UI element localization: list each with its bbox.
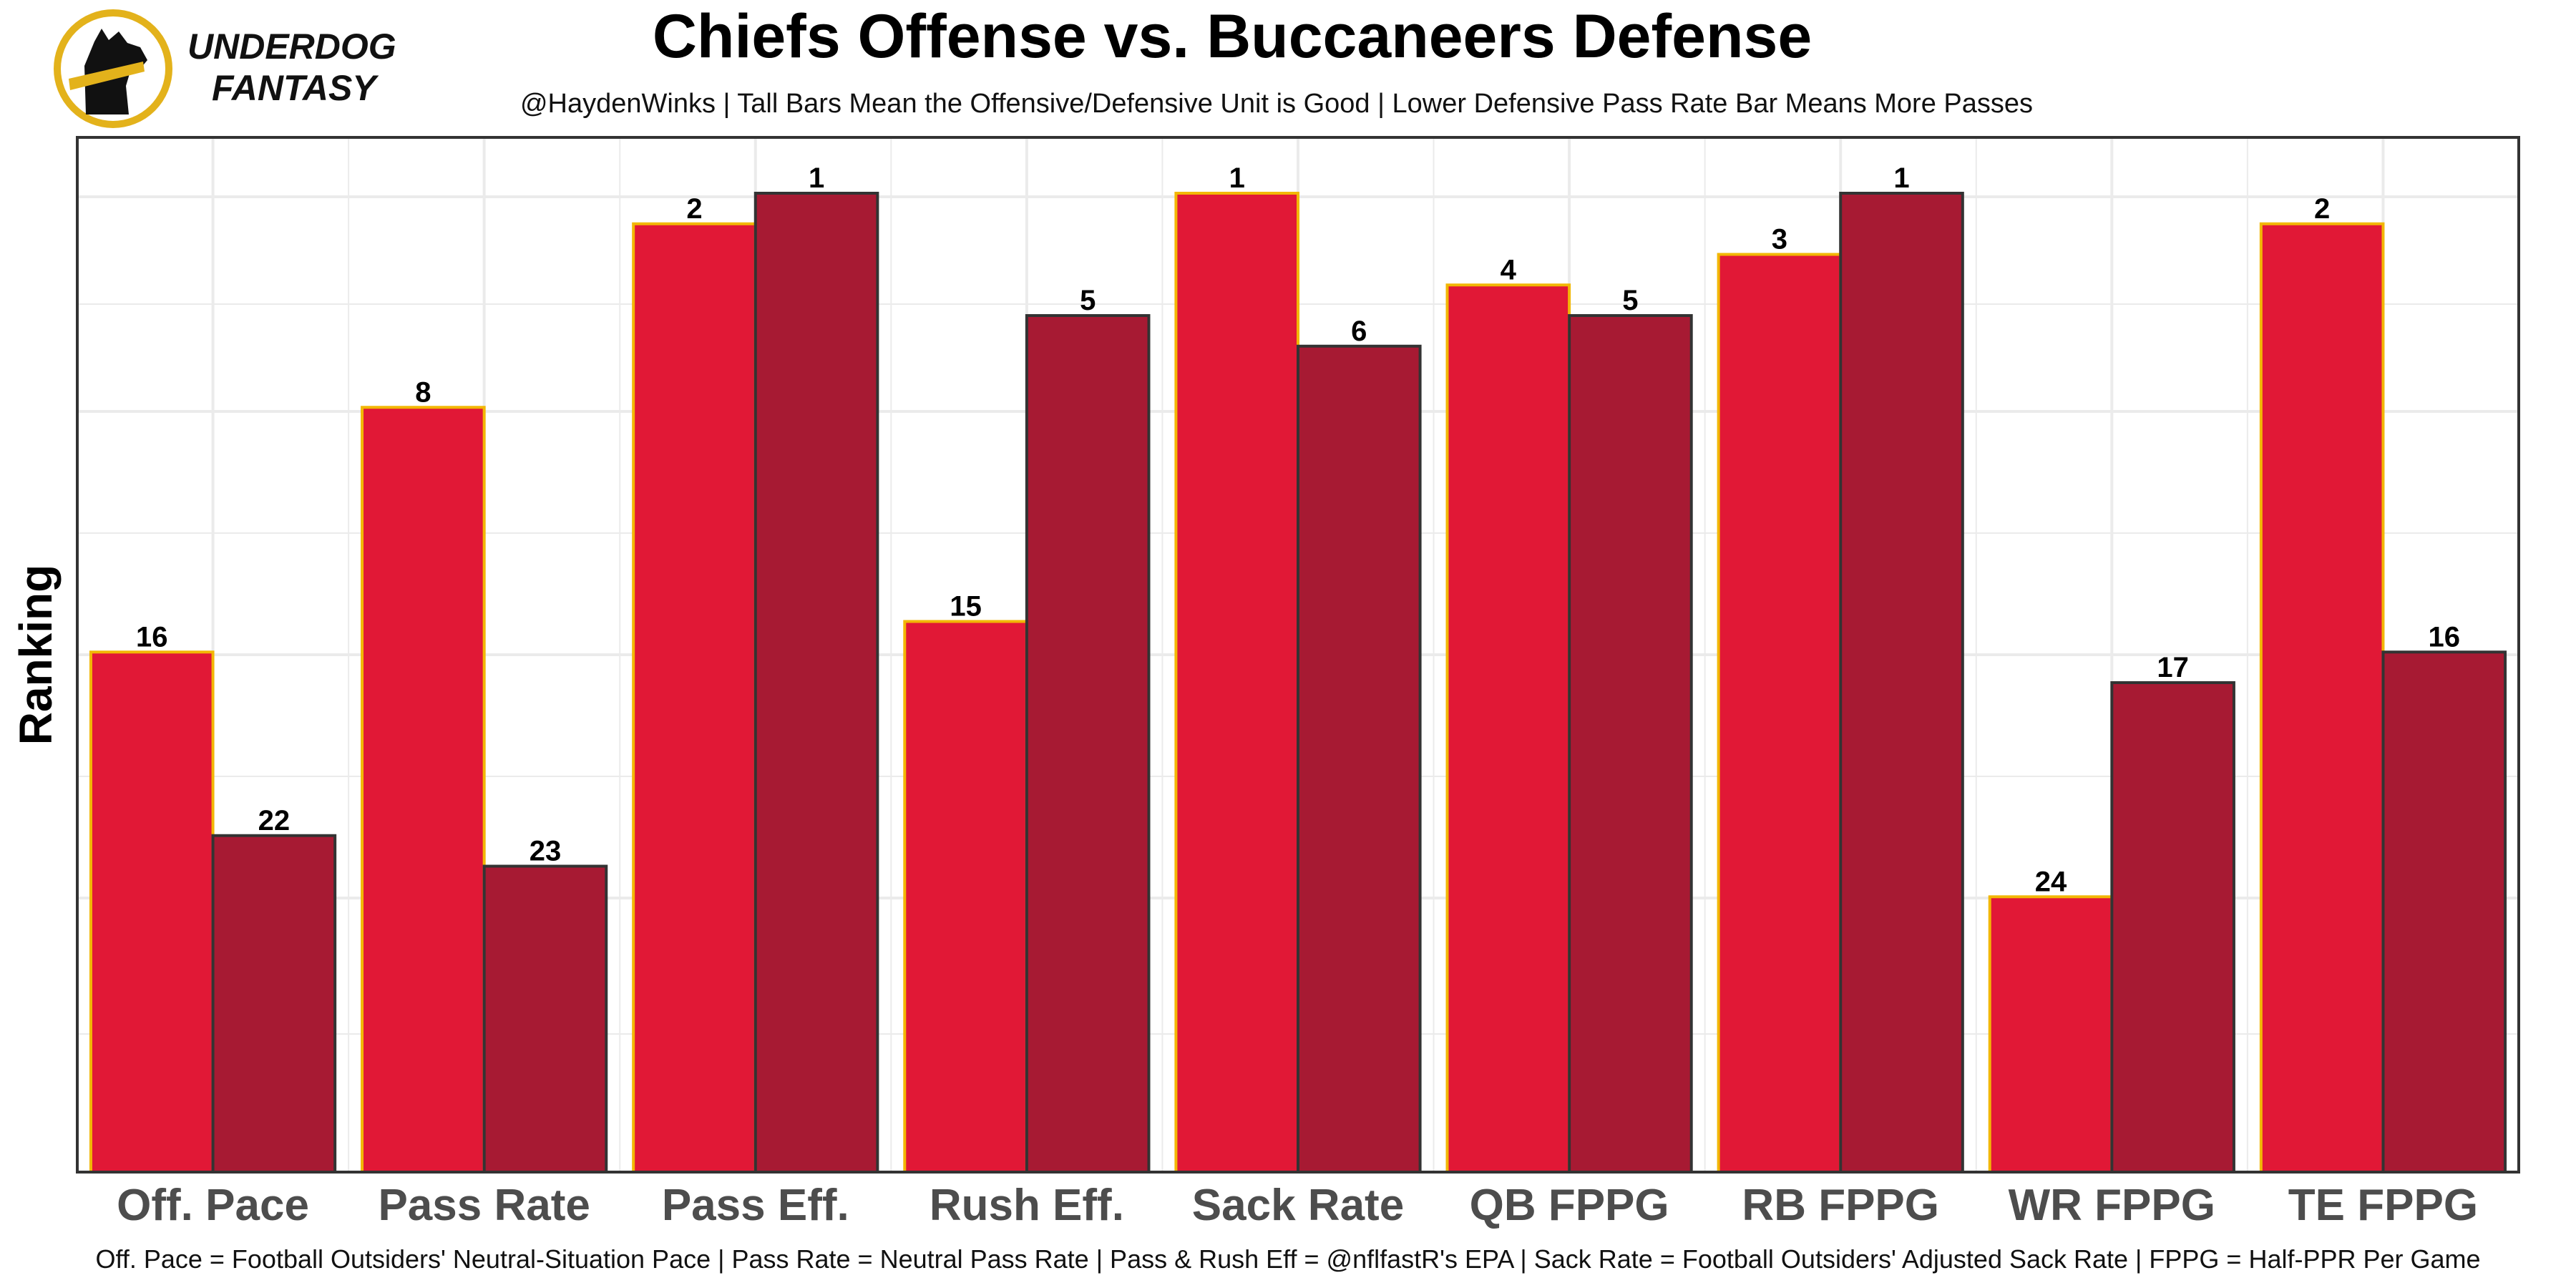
value-label-defense-1: 22 — [258, 805, 291, 836]
value-label-offense-2: 8 — [415, 376, 431, 408]
value-label-defense-4: 5 — [1080, 285, 1096, 316]
logo-line1: UNDERDOG — [187, 26, 396, 67]
category-labels: Off. Pace Pass Rate Pass Eff. Rush Eff. Sack… — [117, 1181, 2478, 1230]
bar-defense-2 — [482, 864, 608, 1174]
category-label-6: QB FPPG — [1470, 1181, 1669, 1230]
chart-subtitle: @HaydenWinks | Tall Bars Mean the Offens… — [520, 89, 2033, 119]
category-label-1: Off. Pace — [117, 1181, 309, 1230]
value-label-offense-1: 16 — [136, 621, 168, 653]
y-axis-label: Ranking — [10, 565, 62, 745]
value-label-offense-4: 15 — [950, 591, 982, 623]
value-label-defense-7: 1 — [1893, 162, 1909, 194]
category-label-7: RB FPPG — [1742, 1181, 1939, 1230]
dog-icon — [69, 29, 147, 114]
bar-defense-4 — [1025, 314, 1151, 1174]
category-label-8: WR FPPG — [2009, 1181, 2215, 1230]
value-label-offense-7: 3 — [1772, 224, 1787, 255]
value-label-defense-6: 5 — [1622, 285, 1638, 316]
bar-defense-3 — [753, 192, 879, 1174]
bar-offense-9 — [2259, 222, 2385, 1174]
bar-defense-9 — [2381, 650, 2507, 1174]
category-label-5: Sack Rate — [1192, 1181, 1404, 1230]
value-label-defense-3: 1 — [809, 162, 824, 194]
bar-defense-7 — [1839, 192, 1964, 1174]
bar-defense-1 — [211, 834, 337, 1174]
bar-offense-3 — [632, 222, 757, 1174]
logo-line2: FANTASY — [212, 68, 379, 108]
bar-offense-5 — [1174, 192, 1300, 1174]
plot-panel-border — [76, 136, 2520, 1174]
chart-caption: Off. Pace = Football Outsiders' Neutral-… — [95, 1244, 2480, 1274]
value-label-defense-9: 16 — [2428, 621, 2460, 653]
underdog-logo: UNDERDOG FANTASY — [54, 9, 396, 128]
bar-offense-4 — [903, 620, 1028, 1174]
bar-offense-1 — [89, 650, 215, 1174]
bar-offense-7 — [1717, 253, 1843, 1174]
bar-offense-6 — [1445, 283, 1571, 1174]
value-label-defense-2: 23 — [530, 836, 562, 867]
bar-defense-6 — [1568, 314, 1693, 1174]
value-label-defense-5: 6 — [1351, 316, 1367, 347]
bar-offense-8 — [1988, 895, 2114, 1174]
value-label-offense-9: 2 — [2314, 193, 2330, 225]
category-label-9: TE FPPG — [2288, 1181, 2478, 1230]
bars — [89, 192, 2507, 1174]
category-label-3: Pass Eff. — [662, 1181, 849, 1230]
value-label-offense-6: 4 — [1501, 254, 1517, 286]
bar-defense-5 — [1297, 344, 1422, 1174]
category-label-4: Rush Eff. — [930, 1181, 1124, 1230]
value-label-offense-5: 1 — [1229, 162, 1245, 194]
value-label-offense-8: 24 — [2035, 866, 2067, 897]
category-label-2: Pass Rate — [378, 1181, 590, 1230]
bar-defense-8 — [2110, 681, 2235, 1174]
bar-offense-2 — [361, 406, 486, 1174]
chart-title: Chiefs Offense vs. Buccaneers Defense — [653, 2, 1812, 71]
value-label-offense-3: 2 — [686, 193, 702, 225]
value-label-defense-8: 17 — [2157, 652, 2189, 683]
